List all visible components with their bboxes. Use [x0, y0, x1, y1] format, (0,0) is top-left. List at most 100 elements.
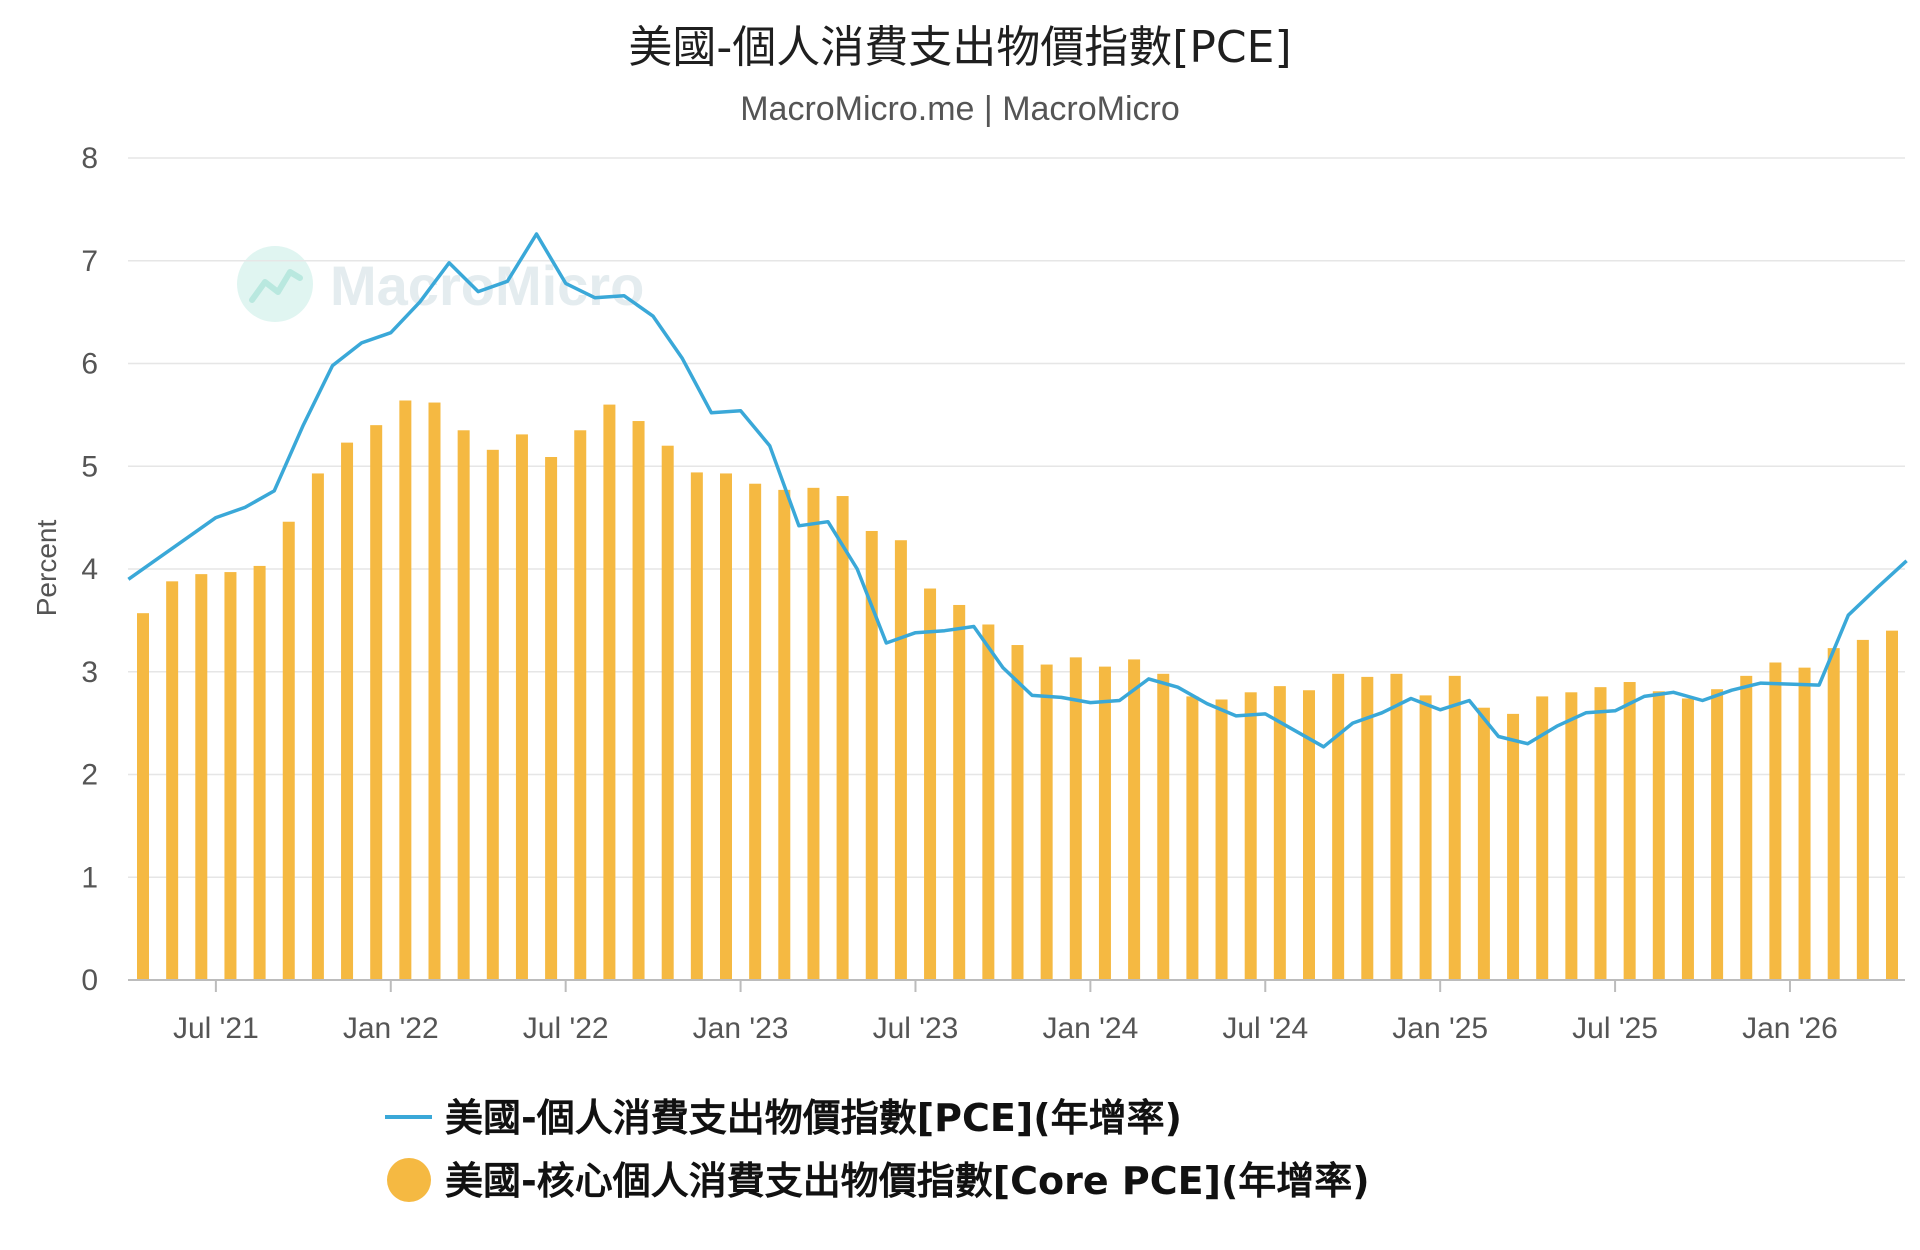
bar[interactable] [253, 565, 266, 980]
legend-item-pce[interactable]: 美國-個人消費支出物價指數[PCE](年增率) [385, 1096, 1182, 1140]
bar[interactable] [1798, 667, 1811, 980]
bar[interactable] [486, 449, 499, 980]
x-tick-label: Jul '25 [1572, 1012, 1658, 1045]
legend-item-core-pce[interactable]: 美國-核心個人消費支出物價指數[Core PCE](年增率) [387, 1158, 1370, 1203]
bar[interactable] [1623, 682, 1636, 980]
bar[interactable] [1128, 659, 1141, 980]
watermark: MacroMicro [237, 246, 644, 322]
y-tick-label: 1 [81, 861, 98, 894]
bar[interactable] [632, 421, 645, 980]
bar[interactable] [224, 572, 237, 980]
bar[interactable] [924, 588, 937, 980]
bar[interactable] [574, 430, 587, 981]
bar[interactable] [894, 540, 907, 980]
bar[interactable] [195, 574, 208, 980]
bar[interactable] [1244, 692, 1257, 980]
bar[interactable] [137, 613, 149, 980]
bar[interactable] [1011, 645, 1024, 980]
bar[interactable] [1652, 691, 1665, 980]
watermark-logo-mark [249, 269, 303, 303]
bar[interactable] [778, 489, 791, 980]
line-series [127, 232, 1908, 749]
bar[interactable] [661, 445, 674, 980]
bar[interactable] [749, 483, 762, 980]
bar[interactable] [457, 430, 470, 981]
bar[interactable] [1332, 673, 1345, 980]
bar[interactable] [311, 473, 324, 980]
bar[interactable] [836, 496, 849, 980]
x-tick-label: Jan '22 [343, 1012, 439, 1045]
bar[interactable] [1886, 630, 1898, 980]
bar[interactable] [1827, 648, 1840, 980]
bar[interactable] [1477, 707, 1490, 980]
watermark-text: MacroMicro [330, 254, 644, 317]
bar[interactable] [1215, 699, 1228, 980]
chart-title: 美國-個人消費支出物價指數[PCE] [628, 22, 1291, 73]
pce-line[interactable] [127, 232, 1908, 749]
y-tick-label: 0 [81, 964, 98, 997]
y-axis: 0 1 2 3 4 5 6 7 8 [81, 142, 98, 997]
watermark-logo-icon [237, 246, 313, 322]
bar[interactable] [370, 425, 383, 980]
bar[interactable] [603, 404, 616, 981]
bar[interactable] [399, 400, 412, 980]
bar[interactable] [1711, 689, 1724, 980]
bar[interactable] [1361, 676, 1374, 980]
bar[interactable] [1740, 675, 1753, 980]
bar[interactable] [1536, 696, 1549, 980]
y-tick-label: 5 [81, 450, 98, 483]
y-axis-label: Percent [31, 520, 62, 617]
bar[interactable] [282, 521, 295, 980]
x-tick-label: Jan '24 [1042, 1012, 1138, 1045]
bar[interactable] [515, 434, 528, 981]
bar[interactable] [953, 604, 966, 980]
y-tick-label: 8 [81, 142, 98, 175]
bar[interactable] [807, 487, 820, 980]
y-tick-label: 2 [81, 759, 98, 792]
y-tick-label: 3 [81, 656, 98, 689]
chart-subtitle: MacroMicro.me | MacroMicro [740, 90, 1180, 128]
y-tick-label: 4 [81, 553, 98, 586]
bar[interactable] [1069, 657, 1082, 980]
bar[interactable] [1681, 698, 1694, 980]
bar[interactable] [1040, 664, 1053, 980]
x-axis: Jul '21 Jan '22 Jul '22 Jan '23 Jul '23 Jan '… [128, 979, 1905, 1045]
grid [128, 157, 1905, 878]
bar[interactable] [690, 472, 703, 980]
y-tick-label: 7 [81, 245, 98, 278]
x-tick-label: Jul '23 [873, 1012, 959, 1045]
bar[interactable] [1769, 662, 1782, 980]
x-tick-label: Jul '21 [173, 1012, 259, 1045]
bar[interactable] [1856, 639, 1869, 980]
bar[interactable] [1157, 673, 1170, 980]
bar[interactable] [166, 581, 179, 980]
bar[interactable] [1303, 690, 1315, 980]
bar[interactable] [1448, 675, 1461, 980]
bar[interactable] [1419, 695, 1432, 980]
bar[interactable] [1186, 696, 1199, 980]
legend: 美國-個人消費支出物價指數[PCE](年增率) 美國-核心個人消費支出物價指數[… [385, 1096, 1370, 1203]
bar[interactable] [545, 457, 558, 980]
bar[interactable] [341, 442, 354, 980]
bar[interactable] [1565, 692, 1578, 980]
bar[interactable] [865, 530, 878, 980]
bar[interactable] [982, 624, 995, 980]
bar[interactable] [720, 473, 732, 980]
bar[interactable] [1594, 687, 1607, 980]
bar[interactable] [1273, 686, 1286, 980]
y-tick-label: 6 [81, 348, 98, 381]
bar[interactable] [1390, 673, 1403, 980]
x-tick-label: Jan '25 [1392, 1012, 1488, 1045]
bar[interactable] [1507, 713, 1520, 980]
bar[interactable] [1098, 666, 1111, 980]
legend-label-pce: 美國-個人消費支出物價指數[PCE](年增率) [445, 1096, 1182, 1140]
x-tick-label: Jan '23 [693, 1012, 789, 1045]
bar-series [137, 400, 1898, 981]
x-tick-label: Jul '24 [1222, 1012, 1308, 1045]
x-tick-label: Jul '22 [523, 1012, 609, 1045]
legend-dot-marker [387, 1158, 431, 1202]
legend-label-core-pce: 美國-核心個人消費支出物價指數[Core PCE](年增率) [445, 1159, 1370, 1203]
x-tick-label: Jan '26 [1742, 1012, 1838, 1045]
bar[interactable] [428, 402, 441, 980]
